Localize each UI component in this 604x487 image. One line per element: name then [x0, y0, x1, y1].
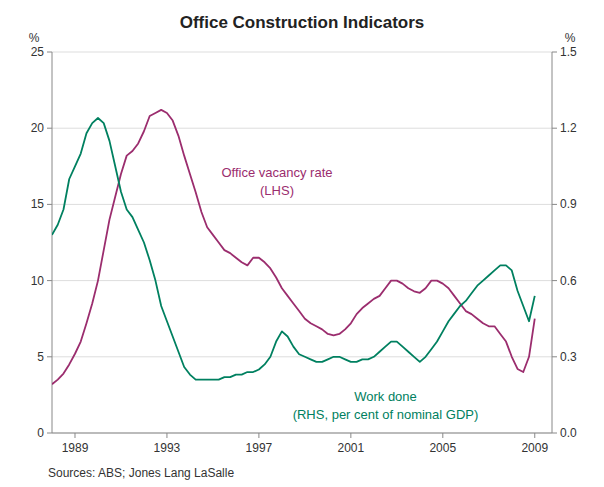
y2-tick: [552, 433, 557, 434]
source: Sources: ABS; Jones Lang LaSalle: [48, 466, 234, 480]
series-line: [52, 118, 535, 380]
x-tick: [258, 433, 259, 438]
y-tick-label: 10: [31, 274, 45, 288]
x-tick: [166, 433, 167, 438]
x-tick-label: 2005: [429, 441, 456, 455]
y2-tick: [552, 280, 557, 281]
y-axis-label: %: [29, 31, 40, 45]
y-tick-label: 0: [37, 426, 44, 440]
background: [0, 0, 604, 487]
grid-line: [52, 433, 552, 434]
annotation: Work done: [354, 389, 417, 404]
x-tick: [74, 433, 75, 438]
axes: 1989 1993 1997 2001 2005 2009 0 5 10 15 20 25 0.0 0.3…: [31, 45, 577, 455]
y2-axis-label: %: [565, 31, 576, 45]
y-tick-label: 15: [31, 197, 45, 211]
y-tick-label: 25: [31, 45, 45, 59]
y2-tick-label: 0.6: [560, 274, 577, 288]
y2-axis-line: [552, 52, 553, 433]
grid: [52, 52, 552, 433]
series-group: [52, 110, 535, 384]
x-tick-label: 1997: [246, 441, 273, 455]
y2-tick: [552, 356, 557, 357]
y-tick-label: 20: [31, 121, 45, 135]
grid-line: [52, 128, 552, 129]
y2-tick: [552, 204, 557, 205]
x-tick: [534, 433, 535, 438]
x-tick-label: 1989: [62, 441, 89, 455]
y2-tick: [552, 52, 557, 53]
x-tick-label: 2009: [521, 441, 548, 455]
x-tick: [442, 433, 443, 438]
grid-line: [52, 280, 552, 281]
annotation: Office vacancy rate: [221, 165, 332, 180]
annotation: (RHS, per cent of nominal GDP): [293, 407, 479, 422]
y2-tick-label: 0.0: [560, 426, 577, 440]
y-tick: [47, 204, 52, 205]
y-tick: [47, 433, 52, 434]
y-tick: [47, 356, 52, 357]
y-tick: [47, 280, 52, 281]
annotation: (LHS): [260, 183, 294, 198]
grid-line: [52, 204, 552, 205]
y-tick: [47, 52, 52, 53]
y2-tick-label: 0.9: [560, 197, 577, 211]
y2-tick-label: 1.5: [560, 45, 577, 59]
series-line: [52, 110, 535, 384]
x-axis-line: [52, 433, 552, 434]
title: Office Construction Indicators: [180, 13, 425, 32]
y-tick: [47, 128, 52, 129]
y-axis-line: [52, 52, 53, 433]
y2-tick: [552, 128, 557, 129]
y2-tick-label: 0.3: [560, 350, 577, 364]
grid-line: [52, 52, 552, 53]
chart: 1989 1993 1997 2001 2005 2009 0 5 10 15 20 25 0.0 0.3…: [0, 0, 604, 487]
x-tick-label: 1993: [154, 441, 181, 455]
y2-tick-label: 1.2: [560, 121, 577, 135]
x-tick-label: 2001: [337, 441, 364, 455]
x-tick: [350, 433, 351, 438]
y-tick-label: 5: [37, 350, 44, 364]
